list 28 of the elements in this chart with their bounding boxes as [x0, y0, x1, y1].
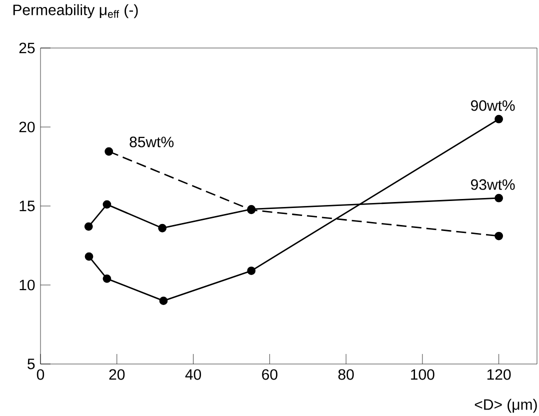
x-tick-label: 120	[487, 369, 511, 380]
y-tick-label: 20	[19, 122, 35, 132]
series-label: 93wt%	[471, 179, 515, 190]
point	[102, 274, 112, 283]
series-label: 85wt%	[130, 136, 174, 148]
y-tick-label: 25	[19, 42, 35, 54]
x-axis-title: <D> (μm)	[474, 398, 537, 413]
x-tick-label: 0	[36, 369, 44, 380]
x-tick-label: 60	[262, 369, 278, 380]
point	[84, 222, 93, 231]
point	[158, 224, 167, 232]
x-tick-label: 20	[109, 369, 125, 380]
y-tick-label: 15	[20, 200, 35, 212]
point	[84, 252, 94, 261]
point	[494, 194, 504, 202]
x-tick-label: 40	[185, 369, 202, 380]
point	[494, 232, 504, 240]
point	[494, 114, 504, 124]
y-tick-label: 10	[20, 280, 35, 290]
series-label: 90wt%	[471, 100, 515, 111]
y-tick-label: 5	[28, 358, 35, 370]
x-tick-label: 80	[338, 369, 354, 380]
point	[247, 266, 256, 275]
point	[102, 200, 112, 209]
y-axis-title: Permeability μ$_{eff}$ (-)	[13, 4, 138, 18]
point	[159, 296, 168, 305]
x-tick-label: 100	[411, 369, 434, 380]
point	[104, 147, 114, 156]
